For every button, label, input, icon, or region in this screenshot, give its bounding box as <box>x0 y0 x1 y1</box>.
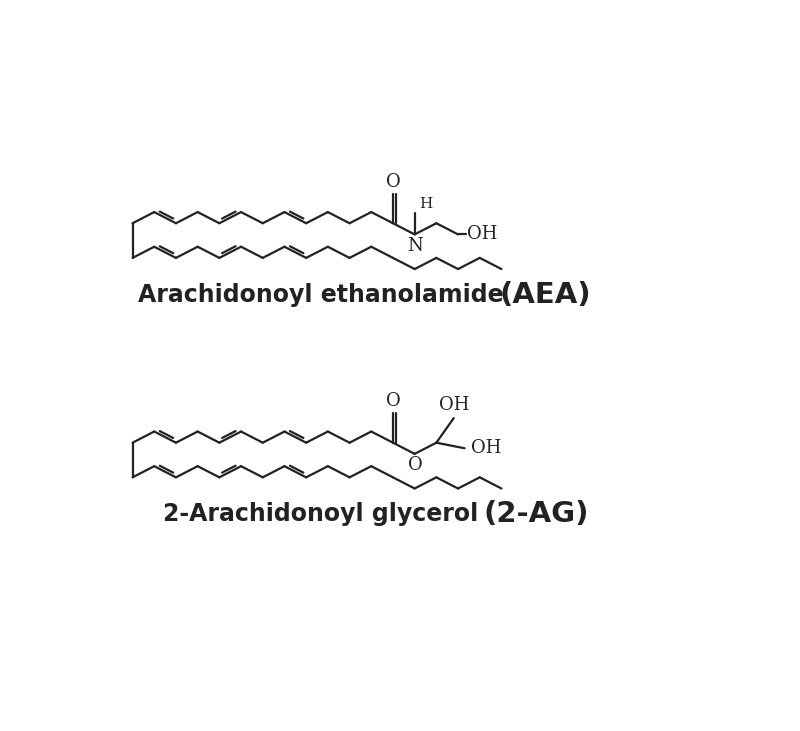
Text: (AEA): (AEA) <box>499 281 590 309</box>
Text: N: N <box>406 238 422 256</box>
Text: OH: OH <box>467 225 498 243</box>
Text: O: O <box>408 456 423 474</box>
Text: 2-Arachidonoyl glycerol: 2-Arachidonoyl glycerol <box>163 502 478 526</box>
Text: (2-AG): (2-AG) <box>484 500 589 529</box>
Text: OH: OH <box>470 439 501 458</box>
Text: Arachidonoyl ethanolamide: Arachidonoyl ethanolamide <box>138 283 504 307</box>
Text: H: H <box>419 197 433 211</box>
Text: O: O <box>386 173 400 191</box>
Text: O: O <box>386 393 400 410</box>
Text: OH: OH <box>438 396 469 414</box>
